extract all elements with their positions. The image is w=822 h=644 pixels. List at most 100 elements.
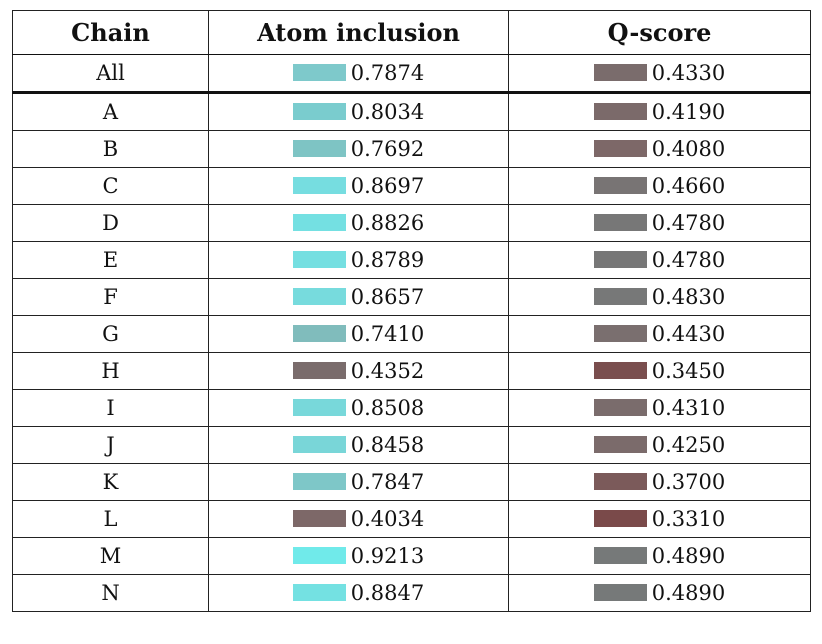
qscore-cell: 0.4190 [508, 92, 811, 131]
atom-inclusion-color-swatch [292, 325, 346, 342]
qscore-value: 0.4080 [651, 137, 726, 161]
atom-inclusion-color-swatch [292, 436, 346, 453]
qscore-cell: 0.4080 [508, 130, 811, 168]
qscore-color-swatch [593, 436, 647, 453]
atom-inclusion-cell: 0.8697 [208, 167, 509, 205]
atom-inclusion-value: 0.4034 [350, 507, 425, 531]
qscore-cell: 0.4780 [508, 204, 811, 242]
qscore-color-swatch [593, 214, 647, 231]
qscore-color-swatch [593, 64, 647, 81]
chain-cell: G [12, 315, 209, 353]
atom-inclusion-cell: 0.7847 [208, 463, 509, 501]
atom-inclusion-color-swatch [292, 399, 346, 416]
atom-inclusion-color-swatch [292, 362, 346, 379]
table-row: G 0.7410 0.4430 [12, 315, 811, 353]
chain-cell: I [12, 389, 209, 427]
atom-inclusion-value: 0.8508 [350, 396, 425, 420]
chain-cell: J [12, 426, 209, 464]
qscore-cell: 0.4830 [508, 278, 811, 316]
atom-inclusion-color-swatch [292, 584, 346, 601]
chain-cell: N [12, 574, 209, 612]
atom-inclusion-color-swatch [292, 64, 346, 81]
qscore-cell: 0.3450 [508, 352, 811, 390]
qscore-value: 0.3700 [651, 470, 726, 494]
qscore-value: 0.4890 [651, 581, 726, 605]
qscore-cell: 0.4310 [508, 389, 811, 427]
table-row: L 0.4034 0.3310 [12, 500, 811, 538]
qscore-color-swatch [593, 473, 647, 490]
atom-inclusion-value: 0.4352 [350, 359, 425, 383]
atom-inclusion-cell: 0.7410 [208, 315, 509, 353]
chain-cell: H [12, 352, 209, 390]
chain-cell: M [12, 537, 209, 575]
qscore-color-swatch [593, 547, 647, 564]
chain-cell: All [12, 54, 209, 94]
chain-cell: F [12, 278, 209, 316]
qscore-color-swatch [593, 399, 647, 416]
qscore-cell: 0.4330 [508, 54, 811, 94]
atom-inclusion-value: 0.7847 [350, 470, 425, 494]
header-atom-inclusion: Atom inclusion [208, 10, 509, 55]
atom-inclusion-value: 0.7410 [350, 322, 425, 346]
atom-inclusion-cell: 0.8458 [208, 426, 509, 464]
chain-cell: D [12, 204, 209, 242]
atom-inclusion-color-swatch [292, 547, 346, 564]
qscore-cell: 0.4430 [508, 315, 811, 353]
table-row: B 0.7692 0.4080 [12, 130, 811, 168]
atom-inclusion-cell: 0.9213 [208, 537, 509, 575]
table-row: C 0.8697 0.4660 [12, 167, 811, 205]
atom-inclusion-cell: 0.7692 [208, 130, 509, 168]
table-row: I 0.8508 0.4310 [12, 389, 811, 427]
table-body: All 0.7874 0.4330 A 0.8034 0.4190 B 0.7692 0.408… [12, 54, 811, 612]
qscore-value: 0.4430 [651, 322, 726, 346]
table-row: A 0.8034 0.4190 [12, 92, 811, 131]
atom-inclusion-color-swatch [292, 140, 346, 157]
qscore-value: 0.4780 [651, 211, 726, 235]
table-row: D 0.8826 0.4780 [12, 204, 811, 242]
header-qscore: Q-score [508, 10, 811, 55]
qscore-value: 0.4780 [651, 248, 726, 272]
atom-inclusion-color-swatch [292, 288, 346, 305]
table-row: J 0.8458 0.4250 [12, 426, 811, 464]
atom-inclusion-color-swatch [292, 473, 346, 490]
atom-inclusion-color-swatch [292, 177, 346, 194]
qscore-cell: 0.4660 [508, 167, 811, 205]
header-row: Chain Atom inclusion Q-score [12, 10, 811, 55]
atom-inclusion-value: 0.9213 [350, 544, 425, 568]
qscore-cell: 0.3310 [508, 500, 811, 538]
atom-inclusion-cell: 0.8657 [208, 278, 509, 316]
atom-inclusion-cell: 0.4352 [208, 352, 509, 390]
atom-inclusion-value: 0.8034 [350, 100, 425, 124]
qscore-color-swatch [593, 510, 647, 527]
chain-cell: E [12, 241, 209, 279]
chain-cell: L [12, 500, 209, 538]
qscore-color-swatch [593, 103, 647, 120]
qscore-color-swatch [593, 362, 647, 379]
atom-inclusion-cell: 0.8508 [208, 389, 509, 427]
chain-stats-table: Chain Atom inclusion Q-score All 0.7874 0.… [12, 10, 811, 612]
header-chain: Chain [12, 10, 209, 55]
qscore-value: 0.4330 [651, 61, 726, 85]
qscore-value: 0.4190 [651, 100, 726, 124]
atom-inclusion-cell: 0.8789 [208, 241, 509, 279]
table-row: N 0.8847 0.4890 [12, 574, 811, 612]
atom-inclusion-color-swatch [292, 251, 346, 268]
qscore-cell: 0.3700 [508, 463, 811, 501]
table-row: E 0.8789 0.4780 [12, 241, 811, 279]
chain-cell: K [12, 463, 209, 501]
chain-cell: B [12, 130, 209, 168]
qscore-cell: 0.4890 [508, 537, 811, 575]
atom-inclusion-value: 0.8826 [350, 211, 425, 235]
atom-inclusion-cell: 0.4034 [208, 500, 509, 538]
atom-inclusion-color-swatch [292, 103, 346, 120]
atom-inclusion-value: 0.7874 [350, 61, 425, 85]
atom-inclusion-color-swatch [292, 510, 346, 527]
qscore-value: 0.4660 [651, 174, 726, 198]
chain-cell: A [12, 92, 209, 131]
atom-inclusion-cell: 0.7874 [208, 54, 509, 94]
qscore-color-swatch [593, 288, 647, 305]
qscore-color-swatch [593, 584, 647, 601]
atom-inclusion-value: 0.8657 [350, 285, 425, 309]
qscore-color-swatch [593, 140, 647, 157]
qscore-cell: 0.4250 [508, 426, 811, 464]
